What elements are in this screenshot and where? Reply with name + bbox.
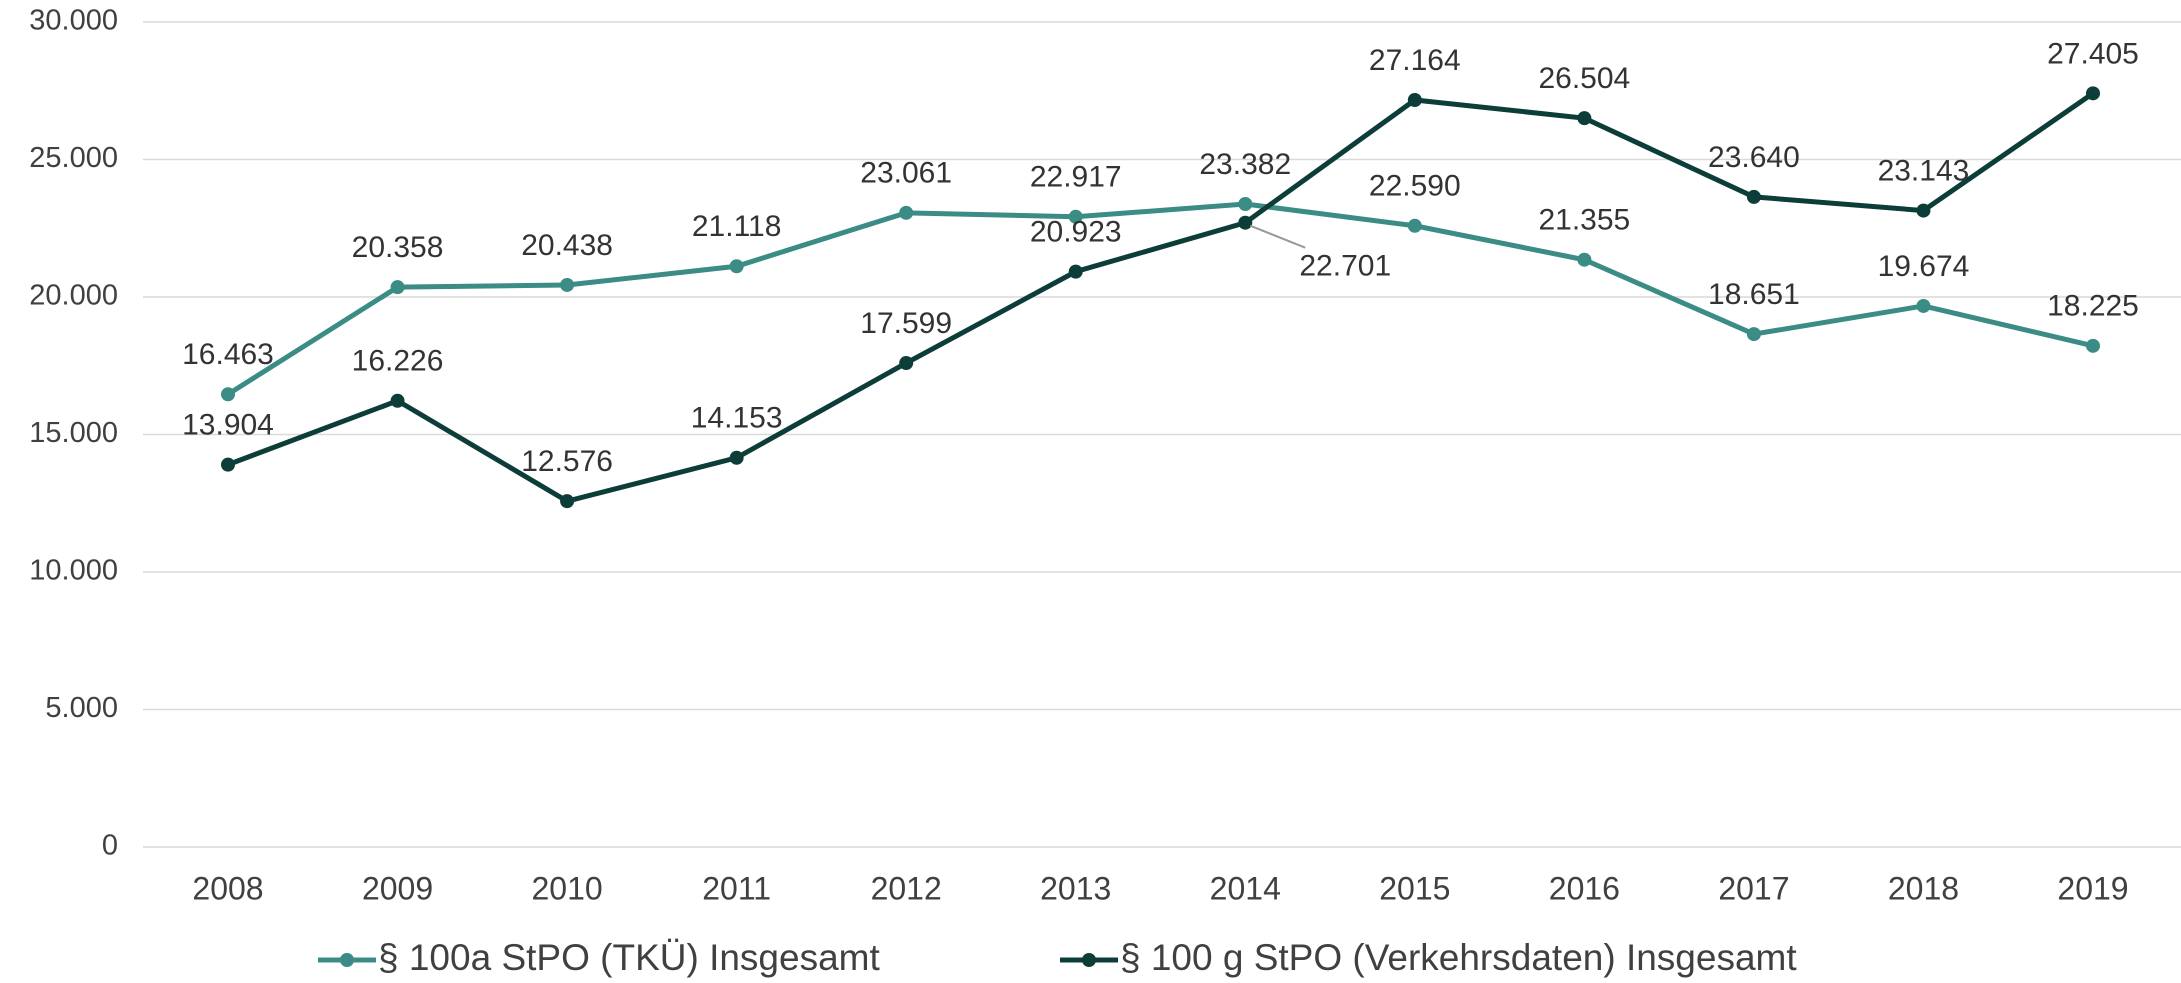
x-tick-label: 2008 [192, 870, 263, 906]
data-label: 22.917 [1030, 161, 1122, 194]
y-tick-label: 10.000 [29, 555, 118, 587]
y-tick-label: 25.000 [29, 142, 118, 174]
marker [560, 277, 575, 292]
marker [1068, 209, 1083, 224]
x-tick-label: 2019 [2057, 870, 2128, 906]
data-label: 23.640 [1708, 141, 1800, 174]
y-tick-label: 30.000 [29, 5, 118, 37]
data-label: 21.118 [692, 210, 782, 243]
marker [390, 393, 405, 408]
data-label: 22.590 [1369, 170, 1461, 203]
marker [1916, 298, 1931, 313]
leader-line [1249, 224, 1306, 249]
marker [1407, 92, 1422, 107]
data-label: 12.576 [521, 445, 613, 478]
data-label: 21.355 [1538, 204, 1630, 237]
marker [729, 259, 744, 274]
legend-marker [340, 953, 354, 967]
data-label: 20.923 [1030, 216, 1122, 249]
data-label: 23.061 [860, 157, 952, 190]
y-tick-label: 20.000 [29, 280, 118, 312]
data-label: 19.674 [1878, 250, 1970, 283]
data-label: 23.382 [1199, 148, 1291, 181]
data-label: 14.153 [691, 402, 783, 435]
x-tick-label: 2013 [1040, 870, 1111, 906]
legend-label: § 100 g StPO (Verkehrsdaten) Insgesamt [1120, 937, 1797, 978]
data-label: 27.405 [2047, 37, 2139, 70]
data-label: 26.504 [1538, 62, 1630, 95]
x-tick-label: 2009 [362, 870, 433, 906]
marker [560, 494, 575, 509]
marker [729, 450, 744, 465]
data-label: 16.463 [182, 338, 274, 371]
data-label: 13.904 [182, 409, 274, 442]
marker [1577, 111, 1592, 126]
x-tick-label: 2010 [531, 870, 602, 906]
x-tick-label: 2018 [1888, 870, 1959, 906]
line [227, 91, 2095, 504]
data-label: 22.701 [1299, 250, 1391, 283]
data-label: 18.225 [2047, 290, 2139, 323]
y-tick-label: 15.000 [29, 417, 118, 449]
marker [221, 387, 235, 402]
data-label: 20.438 [521, 229, 613, 262]
marker [1068, 264, 1083, 279]
data-label: 23.143 [1878, 154, 1970, 187]
data-label: 27.164 [1369, 44, 1461, 77]
marker [1577, 252, 1592, 267]
marker [1238, 196, 1253, 211]
x-tick-label: 2011 [702, 870, 771, 906]
legend-label: § 100a StPO (TKÜ) Insgesamt [378, 937, 880, 978]
x-tick-label: 2016 [1549, 870, 1620, 906]
data-label: 17.599 [860, 307, 952, 340]
legend-marker [1082, 953, 1096, 967]
data-label: 18.651 [1708, 278, 1800, 311]
marker [221, 457, 235, 472]
marker [1746, 189, 1761, 204]
data-label: 20.358 [352, 231, 444, 264]
marker [899, 356, 914, 371]
x-tick-label: 2017 [1718, 870, 1789, 906]
marker [1238, 215, 1253, 230]
marker [1746, 327, 1761, 342]
y-tick-label: 0 [102, 830, 118, 862]
data-label: 16.226 [352, 345, 444, 378]
x-tick-label: 2015 [1379, 870, 1450, 906]
y-tick-label: 5.000 [45, 692, 118, 724]
line [226, 201, 2094, 397]
marker [2086, 86, 2100, 101]
marker [1916, 203, 1931, 218]
x-tick-label: 2014 [1210, 870, 1281, 906]
marker [1407, 218, 1422, 233]
marker [390, 280, 405, 295]
marker [899, 205, 914, 220]
x-tick-label: 2012 [871, 870, 942, 906]
marker [2086, 338, 2100, 353]
